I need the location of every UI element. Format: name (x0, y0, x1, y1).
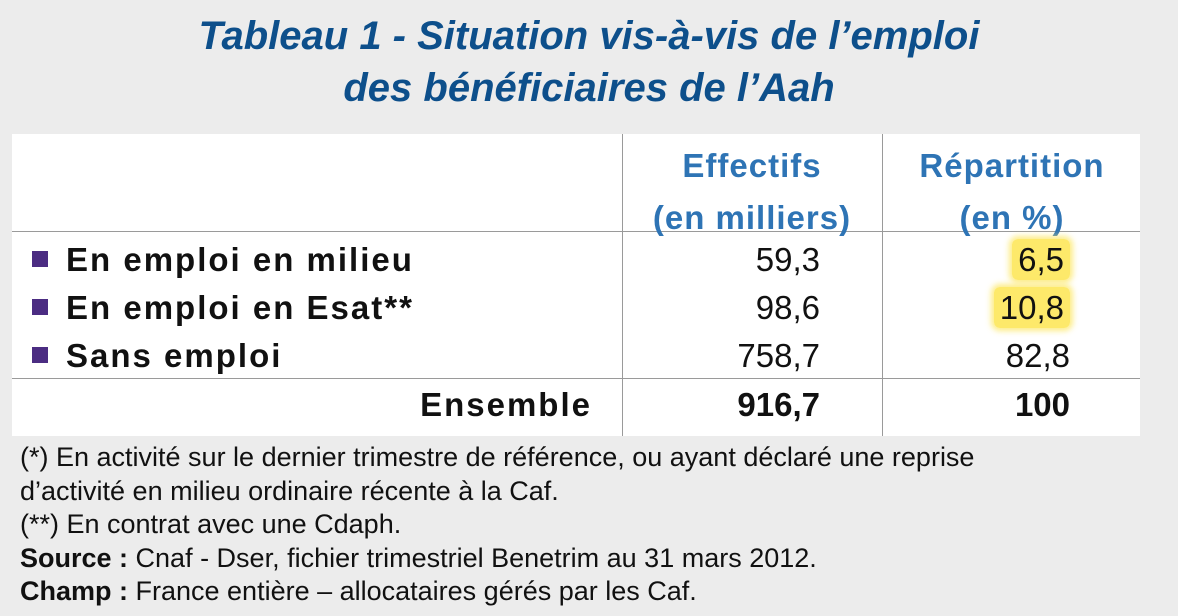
champ-line: Champ : France entière – allocataires gé… (20, 575, 1170, 609)
header-repartition-line-2: (en %) (959, 199, 1065, 236)
total-label: Ensemble (420, 386, 592, 423)
table-row-label: En emploi en Esat** (32, 289, 414, 327)
cell-repartition: 82,8 (1005, 337, 1070, 374)
data-table: Effectifs (en milliers) Répartition (en … (12, 134, 1140, 436)
cell-effectifs: 59,3 (755, 241, 820, 278)
table-notes: (*) En activité sur le dernier trimestre… (20, 441, 1170, 609)
champ-text: France entière – allocataires gérés par … (128, 576, 697, 606)
total-repartition: 100 (1014, 386, 1070, 423)
header-repartition-line-1: Répartition (919, 147, 1105, 184)
cell-repartition: 6,5 (884, 239, 1070, 280)
column-divider-1 (622, 134, 623, 436)
table-row-label: En emploi en milieu (32, 241, 414, 279)
source-label: Source : (20, 542, 129, 573)
source-line: Source : Cnaf - Dser, fichier trimestrie… (20, 542, 1170, 576)
highlighted-value: 6,5 (1012, 239, 1070, 280)
header-effectifs-line-1: Effectifs (682, 147, 822, 184)
champ-label: Champ : (20, 576, 128, 606)
source-text: Cnaf - Dser, fichier trimestriel Benetri… (128, 542, 817, 573)
note-double-asterisk: (**) En contrat avec une Cdaph. (20, 509, 402, 539)
note-asterisk: (*) En activité sur le dernier trimestre… (20, 442, 975, 472)
table-title-line-2: des bénéficiaires de l’Aah (343, 66, 835, 110)
header-divider (12, 231, 1140, 232)
header-effectifs: Effectifs (en milliers) (624, 140, 880, 244)
table-title-line-1: Tableau 1 - Situation vis-à-vis de l’emp… (198, 14, 980, 58)
square-bullet-icon (32, 299, 48, 316)
cell-effectifs: 98,6 (755, 289, 820, 326)
note-asterisk-continued: d’activité en milieu ordinaire récente à… (20, 475, 559, 506)
header-repartition: Répartition (en %) (884, 140, 1140, 244)
total-divider (12, 378, 1140, 379)
row-label-text: Sans emploi (66, 337, 283, 374)
square-bullet-icon (32, 347, 48, 364)
square-bullet-icon (32, 251, 48, 268)
table-title: Tableau 1 - Situation vis-à-vis de l’emp… (0, 10, 1178, 114)
column-divider-2 (882, 134, 883, 436)
highlighted-value: 10,8 (993, 287, 1070, 328)
cell-effectifs: 758,7 (737, 337, 820, 374)
total-effectifs: 916,7 (737, 386, 820, 423)
row-label-text: En emploi en Esat** (66, 289, 414, 326)
cell-repartition: 10,8 (884, 287, 1070, 328)
table-row-label: Sans emploi (32, 337, 282, 375)
row-label-text: En emploi en milieu (66, 241, 414, 278)
header-effectifs-line-2: (en milliers) (652, 199, 852, 236)
